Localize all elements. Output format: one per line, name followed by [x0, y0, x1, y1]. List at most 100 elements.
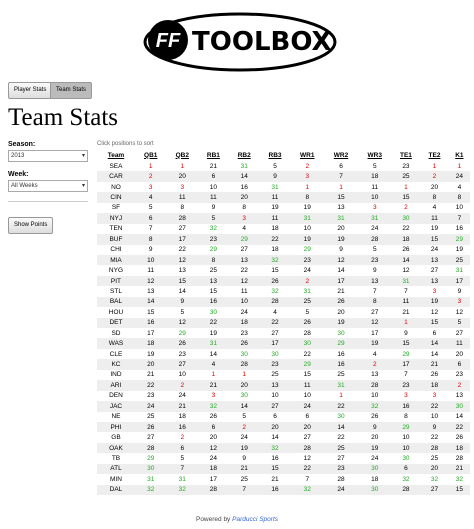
- rank-cell: 17: [324, 275, 358, 287]
- footer-link[interactable]: Parducci Sports: [232, 516, 279, 523]
- column-header[interactable]: QB1: [144, 151, 158, 159]
- rank-cell: 24: [371, 454, 379, 462]
- column-header[interactable]: TE2: [428, 151, 441, 159]
- rank-cell: 28: [337, 475, 345, 483]
- team-cell: NO: [111, 183, 121, 191]
- rank-cell: 13: [259, 380, 291, 391]
- season-select[interactable]: 2013: [8, 150, 88, 162]
- table-row: JAC 24 21 32 14 27 24 22 32 16 22 30: [97, 401, 470, 412]
- rank-cell: 14: [430, 350, 439, 358]
- team-cell: CAR: [97, 171, 135, 182]
- rank-cell: 29: [448, 234, 470, 245]
- nav-button[interactable]: Team Stats: [50, 82, 93, 99]
- rank-cell: 15: [166, 275, 199, 287]
- rank-cell: 30: [209, 308, 218, 316]
- rank-cell: 30: [271, 350, 279, 358]
- column-header[interactable]: Team: [107, 151, 125, 159]
- column-header[interactable]: K1: [455, 151, 464, 159]
- team-cell: IND: [110, 371, 122, 379]
- rank-cell: 26: [430, 371, 439, 379]
- rank-cell: 23: [357, 254, 392, 266]
- column-header[interactable]: WR2: [333, 151, 349, 159]
- rank-cell: 19: [324, 317, 358, 328]
- rank-cell: 21: [271, 475, 279, 483]
- rank-cell: 4: [198, 359, 229, 370]
- rank-cell: 18: [134, 338, 167, 349]
- rank-cell: 14: [455, 413, 463, 421]
- rank-cell: 16: [455, 225, 463, 233]
- rank-cell: 28: [391, 484, 421, 495]
- team-cell: MIN: [110, 475, 122, 483]
- rank-cell: 9: [259, 171, 291, 182]
- rank-cell: 13: [147, 287, 155, 295]
- column-header[interactable]: TE1: [399, 151, 412, 159]
- rank-cell: 23: [324, 463, 358, 475]
- rank-cell: 8: [404, 413, 408, 421]
- rank-cell: 19: [420, 296, 449, 308]
- rank-cell: 16: [240, 183, 248, 191]
- column-header[interactable]: RB2: [237, 151, 251, 159]
- rank-cell: 29: [324, 338, 358, 349]
- rank-cell: 11: [166, 192, 199, 203]
- column-header[interactable]: RB3: [268, 151, 282, 159]
- rank-cell: 15: [448, 484, 470, 495]
- logo-badge-bg: [148, 20, 188, 60]
- rank-cell: 1: [339, 183, 343, 191]
- rank-cell: 27: [371, 308, 379, 316]
- rank-cell: 23: [240, 329, 248, 337]
- rank-cell: 6: [391, 463, 421, 475]
- rank-cell: 7: [305, 475, 310, 483]
- rank-cell: 4: [432, 204, 437, 212]
- rank-cell: 8: [134, 234, 167, 245]
- column-header[interactable]: WR3: [367, 151, 382, 159]
- rank-cell: 1: [242, 371, 247, 379]
- rank-cell: 3: [404, 392, 408, 400]
- team-cell: OAK: [97, 442, 135, 454]
- nav-button[interactable]: Player Stats: [8, 82, 53, 99]
- rank-cell: 32: [357, 401, 392, 412]
- rank-cell: 30: [357, 484, 392, 495]
- column-header[interactable]: WR1: [300, 151, 315, 159]
- rank-cell: 23: [290, 254, 325, 266]
- rank-cell: 10: [228, 296, 260, 308]
- rank-cell: 26: [371, 413, 379, 421]
- rank-cell: 21: [228, 463, 260, 475]
- rank-cell: 14: [178, 287, 186, 295]
- rank-cell: 8: [420, 192, 449, 203]
- week-select[interactable]: All Weeks: [8, 180, 88, 192]
- rank-cell: 22: [134, 380, 167, 391]
- rank-cell: 32: [259, 442, 291, 454]
- team-cell: STL: [110, 287, 122, 295]
- team-cell: SD: [111, 329, 121, 337]
- team-cell: NYJ: [97, 213, 135, 224]
- column-header[interactable]: QB2: [175, 151, 189, 159]
- rank-cell: 25: [240, 475, 248, 483]
- column-header[interactable]: RB1: [206, 151, 220, 159]
- rank-cell: 11: [240, 287, 248, 295]
- rank-cell: 1: [404, 183, 408, 191]
- rank-cell: 7: [166, 463, 199, 475]
- rank-cell: 19: [430, 225, 439, 233]
- rank-cell: 18: [178, 413, 186, 421]
- rank-cell: 31: [303, 287, 311, 295]
- rank-cell: 14: [228, 401, 260, 412]
- rank-cell: 16: [271, 454, 279, 462]
- rank-cell: 26: [259, 275, 291, 287]
- rank-cell: 11: [147, 267, 155, 275]
- rank-cell: 15: [271, 267, 279, 275]
- rank-cell: 11: [371, 183, 379, 191]
- rank-cell: 20: [430, 183, 439, 191]
- rank-cell: 29: [147, 454, 155, 462]
- rank-cell: 20: [228, 380, 260, 391]
- rank-cell: 32: [166, 484, 199, 495]
- rank-cell: 1: [432, 162, 437, 170]
- rank-cell: 30: [240, 392, 248, 400]
- rank-cell: 1: [339, 392, 343, 400]
- rank-cell: 27: [455, 329, 463, 337]
- rank-cell: 8: [448, 192, 470, 203]
- table-row: NO 3 3 10 16 31 1 1 11 1 20 4: [97, 182, 470, 192]
- rank-cell: 22: [303, 350, 311, 358]
- team-cell: BAL: [97, 296, 135, 308]
- show-points-button[interactable]: Show Points: [8, 217, 54, 234]
- rank-cell: 28: [134, 442, 167, 454]
